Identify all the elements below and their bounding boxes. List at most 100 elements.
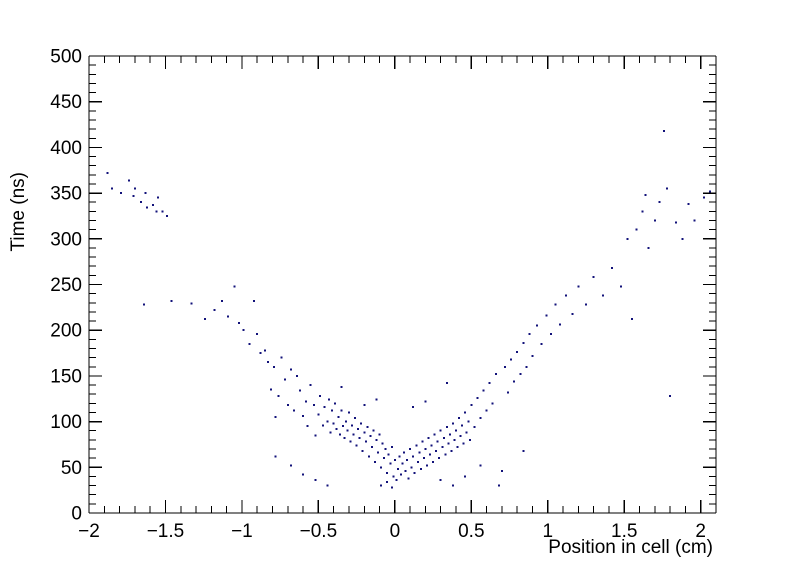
data-point [424,448,427,451]
data-point [503,365,506,368]
data-point [263,349,266,352]
data-point [461,424,464,427]
data-point [390,446,393,449]
data-point [459,435,462,438]
y-tick-label: 50 [61,458,82,479]
data-point [326,484,329,487]
data-point [266,361,269,364]
data-point [144,192,147,195]
data-point [343,437,346,440]
data-point [329,431,332,434]
y-axis-tick-labels: 0 50 100 150 200 250 300 350 400 450 500 [50,47,82,525]
data-point [190,302,193,305]
data-point [337,416,340,419]
data-point [317,413,320,416]
data-point [253,299,256,302]
data-point [237,321,240,324]
data-point [476,396,479,399]
data-point [456,446,459,449]
data-point [321,424,324,427]
data-point [283,378,286,381]
data-point [248,342,251,345]
data-point [488,382,491,385]
data-point [355,444,358,447]
data-point [213,309,216,312]
y-tick-label: 150 [50,366,82,387]
data-point [170,299,173,302]
data-point [352,433,355,436]
data-point [666,187,669,190]
data-point [349,440,352,443]
data-point [361,449,364,452]
data-point [545,314,548,317]
data-point [306,425,309,428]
data-point [392,475,395,478]
y-tick-label: 400 [50,138,82,159]
data-point [140,201,142,204]
data-point [380,466,383,469]
data-point [358,437,361,440]
data-point [409,448,412,451]
data-point [494,373,497,376]
data-point [669,395,672,398]
data-point [367,455,370,458]
data-point [274,455,277,458]
data-point [644,193,647,196]
data-point [429,453,432,456]
data-point [473,426,476,429]
data-point [482,389,485,392]
data-point [242,329,245,332]
data-point [412,455,415,458]
data-point [302,415,305,418]
y-axis-ticks [89,55,716,514]
data-point [364,440,367,443]
data-point [132,194,135,197]
data-point [432,460,435,463]
data-point [127,179,130,182]
y-axis-title: Time (ns) [8,172,29,252]
data-point [465,431,468,434]
data-point [635,228,638,231]
data-point [378,433,381,436]
data-point [653,219,656,222]
data-markers [106,129,711,489]
x-axis-title: Position in cell (cm) [548,537,713,558]
data-point [663,129,665,132]
x-tick-label: 2 [695,521,706,542]
data-point [438,457,441,460]
data-point [470,404,473,407]
x-tick-label: −0.5 [300,521,338,542]
data-point [479,416,482,419]
y-tick-label: 450 [50,92,82,113]
data-point [393,458,396,461]
data-point [513,380,516,383]
data-point [331,409,334,412]
data-point [525,365,528,368]
data-point [450,449,453,452]
y-tick-label: 300 [50,229,82,250]
data-point [448,433,451,436]
data-point [323,405,326,408]
data-point [559,323,562,326]
data-point [354,416,357,419]
data-point [549,332,552,335]
data-point [658,201,661,204]
data-point [273,365,276,368]
data-point [536,324,539,327]
data-point [451,422,454,425]
data-point [289,464,292,467]
data-point [458,416,461,419]
x-tick-label: 0.5 [458,521,484,542]
data-point [626,237,629,240]
data-point [305,400,308,403]
data-point [422,457,425,460]
data-point [398,455,401,458]
data-point [401,462,404,465]
data-point [424,400,427,403]
data-point [332,422,335,425]
data-point [410,466,413,469]
data-point [421,440,424,443]
data-point [277,395,280,398]
data-point [363,404,366,407]
data-point [204,318,207,321]
